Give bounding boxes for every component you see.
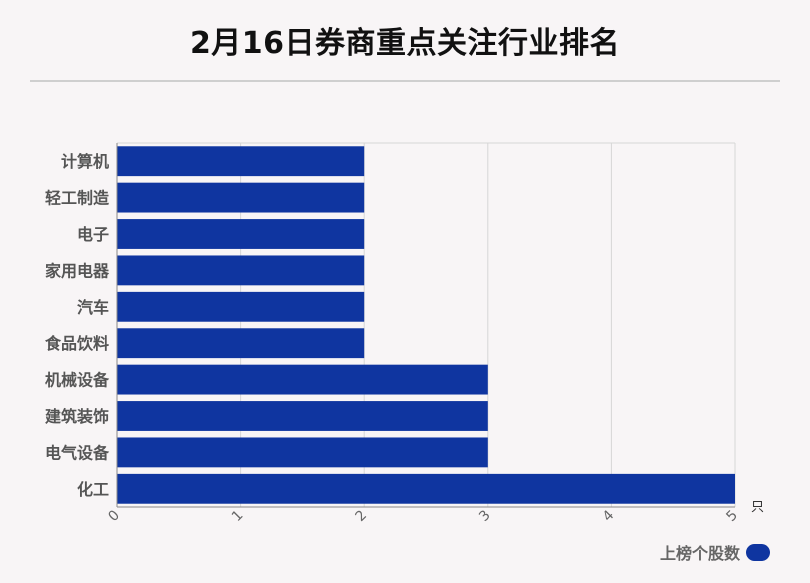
x-tick-label-5: 5 (723, 507, 741, 525)
bar-7 (117, 401, 488, 431)
chart-title: 2月16日券商重点关注行业排名 (189, 26, 621, 61)
axes (116, 143, 735, 508)
legend-swatch-icon (746, 543, 770, 561)
x-tick-label-1: 1 (229, 507, 247, 525)
category-label-9: 化工 (77, 480, 109, 499)
bar-3 (117, 255, 365, 286)
bar-4 (117, 291, 365, 322)
x-tick-label-4: 4 (600, 507, 618, 525)
legend-label: 上榜个股数 (659, 544, 740, 563)
category-label-2: 电子 (77, 225, 109, 244)
category-label-4: 汽车 (77, 298, 109, 317)
bar-0 (117, 146, 365, 177)
bars (117, 146, 735, 504)
x-unit-label: 只 (751, 500, 764, 515)
bar-8 (117, 437, 488, 468)
x-tick-label-2: 2 (353, 507, 371, 525)
category-label-6: 机械设备 (45, 371, 110, 390)
bar-5 (117, 328, 365, 359)
category-label-3: 家用电器 (45, 261, 110, 280)
category-label-0: 计算机 (61, 152, 109, 171)
bar-6 (117, 364, 488, 395)
category-label-5: 食品饮料 (44, 334, 109, 353)
x-tick-label-3: 3 (476, 507, 494, 525)
category-label-7: 建筑装饰 (45, 407, 109, 426)
bar-1 (117, 182, 365, 213)
x-tick-label-0: 0 (105, 507, 123, 525)
bar-9 (117, 473, 735, 504)
bar-2 (117, 219, 365, 249)
title-divider (30, 80, 780, 82)
category-label-1: 轻工制造 (45, 189, 110, 208)
legend[interactable]: 上榜个股数 (660, 540, 770, 564)
category-label-8: 电气设备 (45, 443, 110, 462)
